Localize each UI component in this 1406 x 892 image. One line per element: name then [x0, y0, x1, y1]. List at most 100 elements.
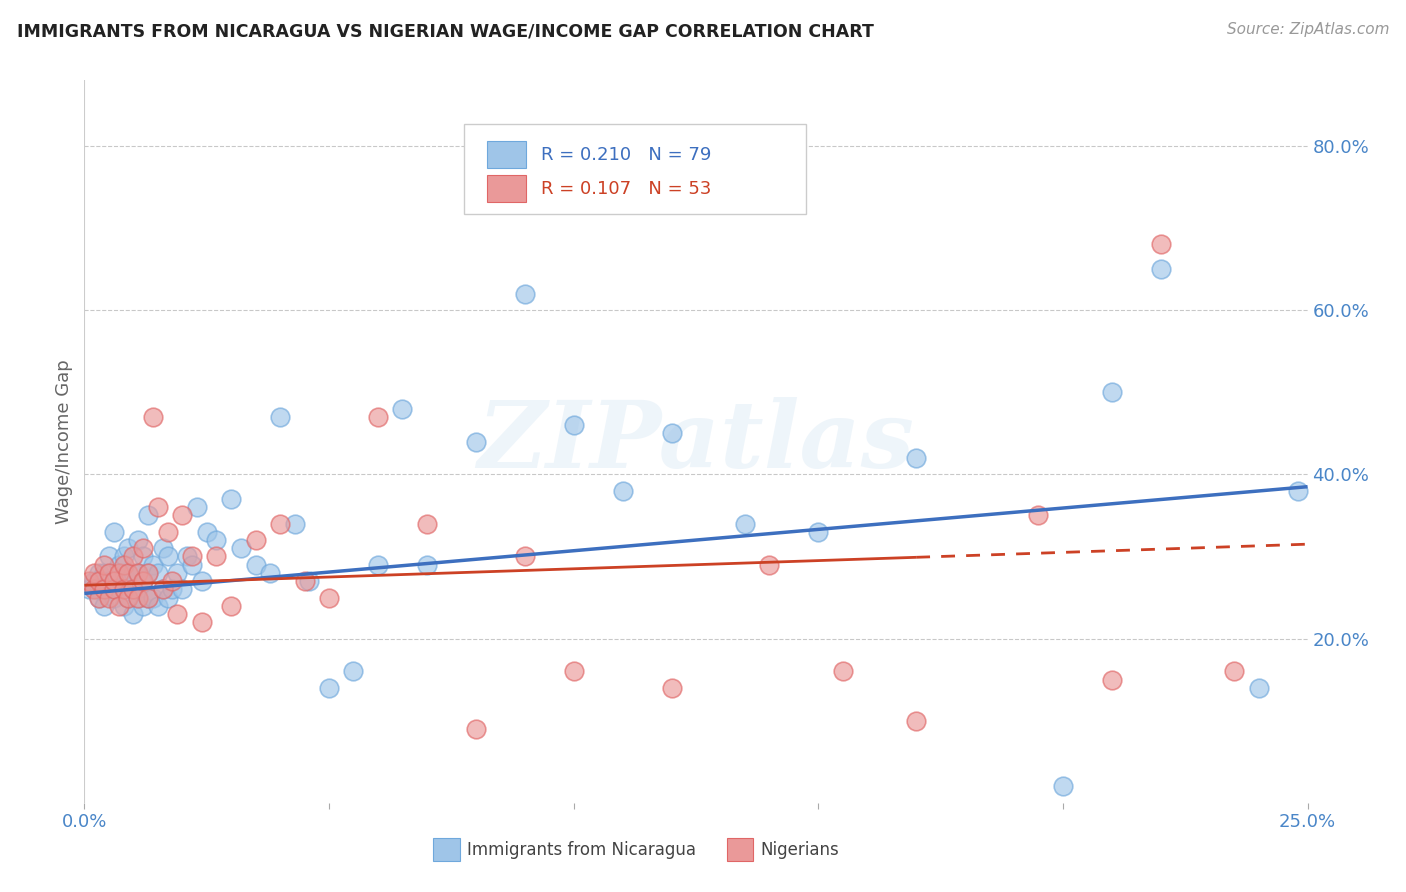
Point	[245, 533, 267, 547]
Point	[1101, 385, 1123, 400]
Point	[87, 591, 110, 605]
Point	[93, 599, 115, 613]
Point	[191, 574, 214, 588]
Point	[107, 582, 129, 597]
Point	[661, 681, 683, 695]
Point	[87, 574, 110, 588]
Point	[905, 450, 928, 465]
Point	[205, 549, 228, 564]
Point	[127, 591, 149, 605]
Point	[77, 582, 100, 597]
Point	[103, 524, 125, 539]
Point	[152, 582, 174, 597]
Text: R = 0.107   N = 53: R = 0.107 N = 53	[541, 179, 711, 198]
Point	[191, 615, 214, 630]
Point	[416, 558, 439, 572]
Point	[905, 714, 928, 728]
Point	[112, 582, 135, 597]
Point	[298, 574, 321, 588]
Point	[146, 500, 169, 515]
FancyBboxPatch shape	[464, 124, 806, 214]
Point	[132, 541, 155, 556]
Point	[136, 566, 159, 580]
Point	[83, 582, 105, 597]
FancyBboxPatch shape	[486, 175, 526, 202]
Point	[195, 524, 218, 539]
Point	[1247, 681, 1270, 695]
Point	[93, 558, 115, 572]
Point	[1101, 673, 1123, 687]
Point	[136, 566, 159, 580]
Text: Nigerians: Nigerians	[761, 841, 839, 859]
Point	[122, 582, 145, 597]
Point	[127, 533, 149, 547]
Point	[612, 483, 634, 498]
Point	[758, 558, 780, 572]
Point	[513, 549, 536, 564]
Point	[464, 434, 486, 449]
Point	[513, 286, 536, 301]
Point	[93, 566, 115, 580]
Point	[136, 591, 159, 605]
Point	[464, 722, 486, 736]
Point	[1286, 483, 1309, 498]
Point	[97, 582, 120, 597]
Point	[103, 582, 125, 597]
Point	[97, 549, 120, 564]
Point	[122, 566, 145, 580]
Point	[162, 574, 184, 588]
Y-axis label: Wage/Income Gap: Wage/Income Gap	[55, 359, 73, 524]
Point	[146, 599, 169, 613]
Point	[416, 516, 439, 531]
Point	[127, 566, 149, 580]
Point	[136, 508, 159, 523]
Text: Source: ZipAtlas.com: Source: ZipAtlas.com	[1226, 22, 1389, 37]
FancyBboxPatch shape	[486, 141, 526, 169]
Point	[87, 591, 110, 605]
Point	[117, 566, 139, 580]
Point	[734, 516, 756, 531]
Point	[136, 591, 159, 605]
Point	[132, 549, 155, 564]
Point	[166, 566, 188, 580]
Point	[107, 566, 129, 580]
Text: R = 0.210   N = 79: R = 0.210 N = 79	[541, 145, 711, 164]
Point	[807, 524, 830, 539]
Point	[156, 591, 179, 605]
Point	[318, 591, 340, 605]
Point	[181, 558, 204, 572]
Point	[1223, 665, 1246, 679]
Point	[152, 541, 174, 556]
Point	[122, 549, 145, 564]
Point	[112, 582, 135, 597]
FancyBboxPatch shape	[727, 838, 754, 862]
Point	[142, 409, 165, 424]
Point	[112, 549, 135, 564]
Point	[97, 566, 120, 580]
Point	[391, 401, 413, 416]
FancyBboxPatch shape	[433, 838, 460, 862]
Point	[112, 558, 135, 572]
Point	[87, 566, 110, 580]
Point	[1150, 237, 1173, 252]
Point	[294, 574, 316, 588]
Point	[93, 582, 115, 597]
Point	[127, 591, 149, 605]
Point	[172, 582, 194, 597]
Point	[562, 418, 585, 433]
Point	[103, 574, 125, 588]
Point	[176, 549, 198, 564]
Point	[562, 665, 585, 679]
Point	[156, 549, 179, 564]
Point	[269, 409, 291, 424]
Point	[269, 516, 291, 531]
Point	[156, 524, 179, 539]
Point	[122, 582, 145, 597]
Point	[122, 607, 145, 621]
Point	[77, 574, 100, 588]
Point	[83, 566, 105, 580]
Text: Immigrants from Nicaragua: Immigrants from Nicaragua	[467, 841, 696, 859]
Point	[318, 681, 340, 695]
Point	[259, 566, 281, 580]
Point	[245, 558, 267, 572]
